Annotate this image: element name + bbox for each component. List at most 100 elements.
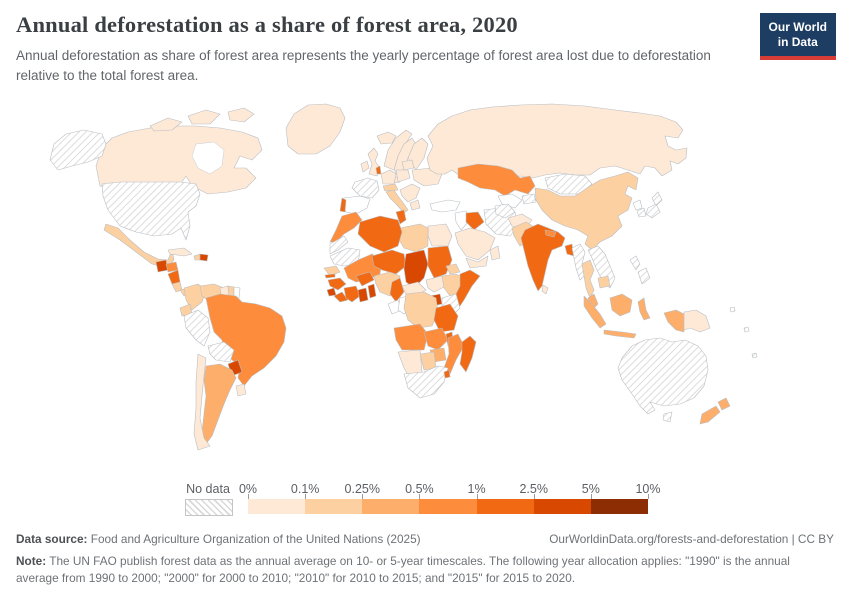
country-guinea[interactable] <box>327 277 347 291</box>
country-turkey[interactable] <box>429 199 461 213</box>
country-argentina[interactable] <box>201 363 237 445</box>
country-nepal[interactable] <box>544 229 557 238</box>
country-philippines-south[interactable] <box>637 267 651 285</box>
legend-segment-0.5-1%[interactable] <box>419 499 477 514</box>
country-balkans[interactable] <box>399 183 421 203</box>
country-mozambique[interactable] <box>443 333 465 375</box>
country-botswana[interactable] <box>419 351 437 371</box>
country-greece[interactable] <box>409 199 421 211</box>
country-nicaragua[interactable] <box>167 269 181 285</box>
country-greenland[interactable] <box>285 103 346 155</box>
country-eswatini[interactable] <box>443 369 451 379</box>
country-usa[interactable] <box>101 181 201 241</box>
country-new-zealand-south[interactable] <box>699 405 721 425</box>
country-thailand[interactable] <box>581 259 595 299</box>
legend-segment-1-2.5%[interactable] <box>476 499 534 514</box>
country-indonesia-sumatra[interactable] <box>583 295 607 329</box>
legend-segment-0-0.1%[interactable] <box>248 499 306 514</box>
country-japan-main[interactable] <box>645 203 661 219</box>
country-uruguay[interactable] <box>235 383 247 397</box>
country-mali[interactable] <box>343 253 383 283</box>
country-italy[interactable] <box>385 189 409 214</box>
country-morocco[interactable] <box>329 211 363 243</box>
country-libya[interactable] <box>397 223 429 253</box>
country-sri-lanka[interactable] <box>541 284 549 295</box>
country-benin-togo[interactable] <box>367 283 377 299</box>
country-austria-switzerland[interactable] <box>382 183 399 192</box>
country-western-sahara[interactable] <box>329 235 349 255</box>
country-gambia[interactable] <box>324 273 336 279</box>
country-angola[interactable] <box>393 323 429 351</box>
country-spain[interactable] <box>341 195 371 215</box>
country-philippines-north[interactable] <box>629 255 641 271</box>
country-south-korea[interactable] <box>636 207 647 218</box>
country-ghana[interactable] <box>357 287 369 303</box>
country-oman[interactable] <box>489 245 501 261</box>
country-iceland[interactable] <box>376 131 397 145</box>
country-somalia[interactable] <box>453 269 481 313</box>
country-mexico[interactable] <box>103 223 175 269</box>
country-zambia[interactable] <box>423 327 449 351</box>
legend-segment-5-10%[interactable] <box>590 499 648 514</box>
country-senegal[interactable] <box>323 265 341 277</box>
country-iraq[interactable] <box>465 211 485 231</box>
country-baltics[interactable] <box>401 159 415 171</box>
country-saudi-arabia[interactable] <box>454 227 496 261</box>
country-indonesia-papua[interactable] <box>663 309 685 333</box>
country-yemen[interactable] <box>465 255 489 269</box>
owid-url-link[interactable]: OurWorldinData.org/forests-and-deforesta… <box>549 532 834 546</box>
country-papua-new-guinea[interactable] <box>683 309 711 333</box>
country-canada-arctic2[interactable] <box>187 109 221 125</box>
country-france[interactable] <box>351 177 380 199</box>
country-ireland[interactable] <box>360 160 370 173</box>
country-new-zealand-north[interactable] <box>717 397 731 411</box>
legend-segment-0.25-0.5%[interactable] <box>362 499 420 514</box>
country-french-guiana[interactable] <box>233 286 241 299</box>
country-chile[interactable] <box>193 353 211 451</box>
country-sudan[interactable] <box>427 245 453 279</box>
country-kyrgyzstan-tajikistan[interactable] <box>521 193 537 205</box>
country-egypt[interactable] <box>427 223 453 247</box>
country-cuba[interactable] <box>167 247 193 257</box>
country-madagascar[interactable] <box>459 335 477 373</box>
country-algeria[interactable] <box>357 215 403 253</box>
country-cameroon[interactable] <box>389 277 405 303</box>
country-south-africa[interactable] <box>403 365 449 399</box>
country-cambodia[interactable] <box>597 275 611 289</box>
country-north-korea[interactable] <box>632 199 643 211</box>
country-tanzania[interactable] <box>433 303 459 333</box>
country-indonesia-java[interactable] <box>603 329 637 339</box>
country-burkina-faso[interactable] <box>355 271 375 287</box>
country-australia[interactable] <box>617 337 709 415</box>
country-alaska[interactable] <box>49 129 107 171</box>
country-canada-arctic3[interactable] <box>227 107 255 123</box>
country-tasmania[interactable] <box>662 411 673 423</box>
country-south-sudan[interactable] <box>425 275 447 293</box>
legend-no-data-swatch[interactable] <box>185 499 233 516</box>
country-germany[interactable] <box>380 169 397 185</box>
pacific-islands[interactable] <box>729 306 758 359</box>
country-eritrea[interactable] <box>445 263 461 275</box>
country-japan-north[interactable] <box>651 191 663 207</box>
country-indonesia-borneo[interactable] <box>609 293 633 317</box>
country-colombia[interactable] <box>183 283 207 311</box>
country-liberia[interactable] <box>333 291 349 303</box>
country-china[interactable] <box>534 171 639 251</box>
country-bolivia[interactable] <box>207 341 235 363</box>
country-kazakhstan[interactable] <box>457 163 536 197</box>
legend-segment-0.1-0.25%[interactable] <box>305 499 363 514</box>
country-cote-divoire[interactable] <box>343 285 361 303</box>
country-canada-arctic1[interactable] <box>149 117 183 132</box>
country-haiti[interactable] <box>193 253 201 261</box>
legend-segment-2.5-5%[interactable] <box>533 499 591 514</box>
owid-logo[interactable]: Our World in Data <box>759 13 836 60</box>
country-sierra-leone[interactable] <box>326 287 337 297</box>
country-portugal[interactable] <box>339 197 347 213</box>
country-dr-congo[interactable] <box>403 291 439 329</box>
country-poland[interactable] <box>395 169 411 183</box>
country-indonesia-sulawesi[interactable] <box>637 297 651 321</box>
country-turkmenistan[interactable] <box>494 203 516 219</box>
country-niger[interactable] <box>371 249 407 275</box>
country-peru[interactable] <box>183 309 211 347</box>
country-india[interactable] <box>520 223 566 292</box>
